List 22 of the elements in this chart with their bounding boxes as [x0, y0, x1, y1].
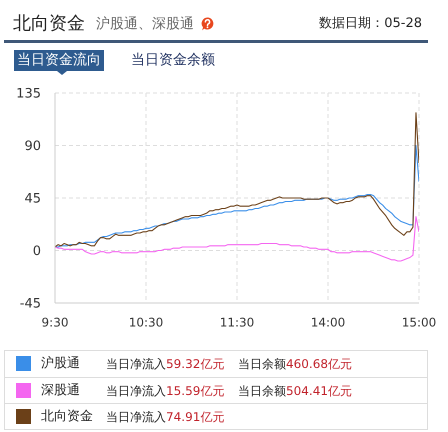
y-tick-label: 90 — [24, 139, 41, 154]
x-tick-label: 10:30 — [128, 316, 164, 330]
text: 当日资金余额 — [131, 51, 215, 70]
line-series — [55, 216, 419, 262]
y-tick-label: 45 — [24, 192, 41, 207]
text: 当日资金流向 — [14, 50, 104, 71]
chart-subtitle: 沪股通、深股通 — [96, 16, 194, 33]
y-tick-label: -45 — [20, 296, 41, 312]
x-tick-label: 14:00 — [310, 316, 346, 330]
legend-table: 沪股通 当日净流入59.32亿元 当日余额460.68亿元 深股通 当日净流入15.59亿元 当日余额504.41亿元 北向资金 当日净流入74.91亿元 — [4, 350, 428, 430]
legend-label: 北向资金 — [41, 408, 93, 425]
line-series — [55, 144, 419, 248]
x-tick-label: 11:30 — [220, 316, 254, 330]
y-tick-label: 0 — [32, 244, 41, 260]
chart-title: 北向资金 — [13, 13, 85, 35]
line-series — [55, 112, 419, 248]
legend-label: 深股通 — [41, 382, 80, 399]
x-tick-label: 15:00 — [402, 316, 436, 330]
y-tick-label: 135 — [16, 86, 41, 102]
x-tick-label: 9:30 — [42, 316, 68, 330]
text: 数据日期：05-28 — [319, 16, 422, 32]
legend-label: 沪股通 — [41, 355, 80, 372]
